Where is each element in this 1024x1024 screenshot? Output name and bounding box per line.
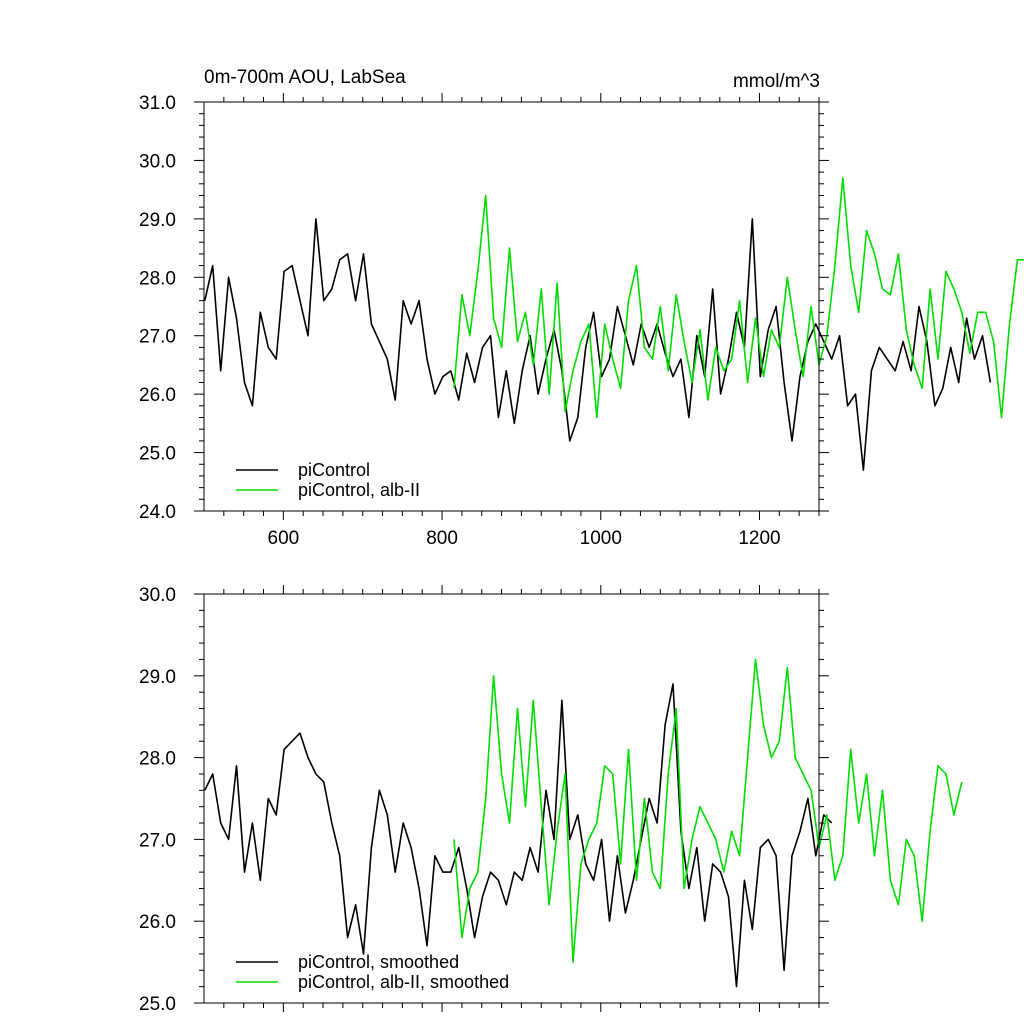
legend-label-alb-ii-smoothed: piControl, alb-II, smoothed [298,972,509,992]
y-tick-label: 28.0 [139,268,176,289]
legend: piControl piControl, alb-II [236,460,420,500]
y-tick-label: 31.0 [139,93,176,114]
series-layer [204,177,1024,471]
y-tick-label: 25.0 [139,444,176,465]
legend-label-alb-ii: piControl, alb-II [298,480,420,500]
y-tick-label: 26.0 [139,385,176,406]
x-tick-label: 800 [426,528,458,549]
x-tick-label: 1000 [580,528,622,549]
y-tick-label: 30.0 [139,585,176,606]
plot-frame [203,101,820,512]
legend: piControl, smoothed piControl, alb-II, s… [236,952,509,992]
series-line-picontrol [204,218,992,471]
title-units: mmol/m^3 [733,71,820,92]
series-line-picontrol-smoothed [204,683,833,988]
y-tick-label: 29.0 [139,667,176,688]
series-line-picontrol-alb-ii [453,177,1024,419]
ticks-layer: 600 800 1000 1200 24.0 25.0 26.0 27.0 28.0 29.0 30… [139,93,829,549]
y-tick-label: 29.0 [139,210,176,231]
bottom-panel: 25.0 26.0 27.0 28.0 29.0 30.0 piControl, smoo… [139,585,963,1015]
legend-label-picontrol-smoothed: piControl, smoothed [298,952,459,972]
plot-frame [203,593,820,1004]
series-line-picontrol-alb-ii-smoothed [453,658,963,963]
y-tick-label: 26.0 [139,912,176,933]
series-layer [204,658,963,988]
legend-label-picontrol: piControl [298,460,370,480]
y-tick-label: 25.0 [139,994,176,1015]
y-tick-label: 27.0 [139,327,176,348]
x-tick-label: 600 [268,528,300,549]
y-tick-label: 24.0 [139,502,176,523]
y-tick-label: 30.0 [139,151,176,172]
y-tick-label: 27.0 [139,830,176,851]
top-panel: 0m-700m AOU, LabSea mmol/m^3 600 800 1000 1… [139,67,1024,549]
x-tick-label: 1200 [738,528,780,549]
title-left: 0m-700m AOU, LabSea [204,67,406,88]
y-tick-label: 28.0 [139,749,176,770]
ticks-layer: 25.0 26.0 27.0 28.0 29.0 30.0 [139,585,829,1015]
